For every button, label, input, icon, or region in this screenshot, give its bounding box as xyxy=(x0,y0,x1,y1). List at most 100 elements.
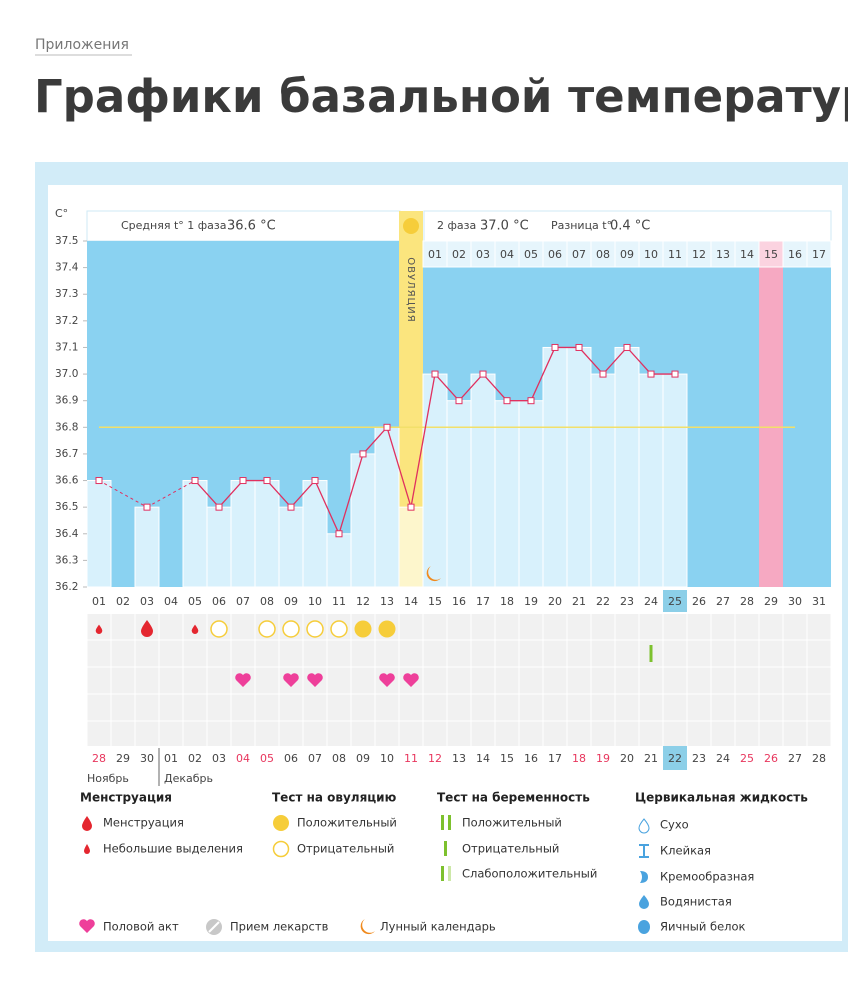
bar xyxy=(230,480,256,588)
diff-value: 0.4 °C xyxy=(610,219,650,234)
phase2-day: 07 xyxy=(572,248,586,261)
legend-item: Менструация xyxy=(103,816,184,830)
ovulation-column xyxy=(399,211,423,508)
phase1-label: Средняя t° 1 фаза xyxy=(121,219,227,232)
phase2-label: 2 фаза xyxy=(437,219,476,232)
x-tick-label: 01 xyxy=(92,595,106,608)
x-tick-label: 12 xyxy=(356,595,370,608)
temperature-point xyxy=(287,503,295,511)
legend-item: Положительный xyxy=(297,816,397,830)
menstruation-mark xyxy=(141,620,153,637)
calendar-date: 07 xyxy=(308,752,322,765)
calendar-date: 03 xyxy=(212,752,226,765)
temperature-point xyxy=(311,477,319,485)
x-tick-label: 08 xyxy=(260,595,274,608)
ovulation-label: ОВУЛЯЦИЯ xyxy=(405,257,416,323)
bar xyxy=(542,346,568,588)
phase2-cell xyxy=(662,240,688,268)
x-tick-label: 04 xyxy=(164,595,178,608)
phase2-cell xyxy=(590,240,616,268)
legend-icon xyxy=(79,919,95,933)
calendar-date: 26 xyxy=(764,752,778,765)
intercourse-mark xyxy=(403,673,419,687)
bar xyxy=(182,480,208,588)
legend-item: Прием лекарств xyxy=(230,920,329,934)
y-tick-label: 37.3 xyxy=(55,288,78,300)
legend-icon xyxy=(82,816,92,831)
calendar-date: 04 xyxy=(236,752,250,765)
calendar-date: 30 xyxy=(140,752,154,765)
calendar-date: 22 xyxy=(668,752,682,765)
calendar-date: 14 xyxy=(476,752,490,765)
legend-item: Отрицательный xyxy=(297,842,394,856)
x-tick-label: 25 xyxy=(668,595,682,608)
legend-item: Лунный календарь xyxy=(380,920,496,934)
bar xyxy=(590,373,616,588)
calendar-date: 24 xyxy=(716,752,730,765)
phase2-cell xyxy=(518,240,544,268)
y-tick-label: 36.2 xyxy=(55,581,78,593)
bar xyxy=(470,373,496,588)
legend-icon xyxy=(273,815,289,831)
phase2-day: 11 xyxy=(668,248,682,261)
bar xyxy=(614,346,640,588)
legend-item: Яичный белок xyxy=(660,920,746,934)
x-tick-label: 27 xyxy=(716,595,730,608)
ovulation-sun xyxy=(403,218,419,234)
bar xyxy=(398,506,424,588)
menstruation-mark xyxy=(95,624,103,634)
calendar-date: 29 xyxy=(116,752,130,765)
legend-icon xyxy=(84,844,90,854)
legend-icon xyxy=(444,841,447,856)
calendar-date: 28 xyxy=(92,752,106,765)
legend-item: Небольшие выделения xyxy=(103,842,243,856)
phase2-day: 01 xyxy=(428,248,442,261)
ovulation-test-negative xyxy=(330,620,348,638)
y-tick-label: 36.8 xyxy=(55,421,78,433)
x-tick-label: 03 xyxy=(140,595,154,608)
y-tick-label: 37.1 xyxy=(55,341,78,353)
phase2-day: 16 xyxy=(788,248,802,261)
breadcrumb[interactable]: Приложения xyxy=(35,37,129,53)
y-tick-label: 36.3 xyxy=(55,554,78,566)
temperature-point xyxy=(143,503,151,511)
calendar-date: 12 xyxy=(428,752,442,765)
x-tick-label: 26 xyxy=(692,595,706,608)
temperature-point xyxy=(503,397,511,405)
today-date-cell xyxy=(663,746,687,770)
legend-item: Сухо xyxy=(660,818,689,832)
y-tick-label: 36.4 xyxy=(55,528,79,540)
calendar-date: 15 xyxy=(500,752,514,765)
temperature-point xyxy=(551,343,559,351)
temperature-point xyxy=(479,370,487,378)
bar xyxy=(494,400,520,588)
calendar-date: 02 xyxy=(188,752,202,765)
calendar-date: 20 xyxy=(620,752,634,765)
bar xyxy=(350,453,376,588)
x-tick-label: 13 xyxy=(380,595,394,608)
temperature-point xyxy=(431,370,439,378)
phase2-day: 17 xyxy=(812,248,826,261)
calendar-date: 28 xyxy=(812,752,826,765)
bar xyxy=(134,506,160,588)
bar xyxy=(638,373,664,588)
temperature-point xyxy=(599,370,607,378)
phase2-cell xyxy=(806,240,832,268)
phase2-day: 05 xyxy=(524,248,538,261)
legend-icon xyxy=(441,815,444,830)
bar xyxy=(422,373,448,588)
bar xyxy=(518,400,544,588)
temperature-point xyxy=(359,450,367,458)
phase2-cell xyxy=(470,240,496,268)
x-tick-label: 24 xyxy=(644,595,658,608)
phase2-cell xyxy=(782,240,808,268)
legend-icon xyxy=(638,818,650,834)
calendar-date: 17 xyxy=(548,752,562,765)
bar xyxy=(662,373,688,588)
pregnancy-test-negative xyxy=(649,645,653,662)
phase2-day: 15 xyxy=(764,248,778,261)
phase2-day: 14 xyxy=(740,248,754,261)
phase2-day: 02 xyxy=(452,248,466,261)
temperature-point xyxy=(335,530,343,538)
x-tick-label: 30 xyxy=(788,595,802,608)
